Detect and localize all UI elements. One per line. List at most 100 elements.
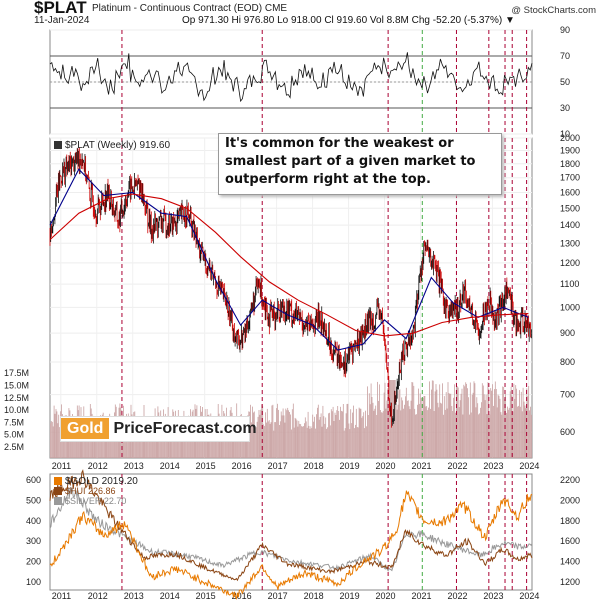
logo-domain: PriceForecast.com bbox=[113, 420, 257, 437]
rsi-tick-label: 10 bbox=[560, 129, 570, 139]
volume-bar bbox=[370, 383, 372, 458]
volume-bar bbox=[319, 417, 321, 458]
volume-tick-label: 10.0M bbox=[4, 405, 29, 415]
volume-bar bbox=[344, 428, 346, 458]
gold-left-tick-label: 100 bbox=[26, 577, 41, 587]
volume-bar bbox=[447, 382, 449, 458]
volume-bar bbox=[382, 411, 384, 458]
volume-bar bbox=[336, 410, 338, 458]
rsi-tick-label: 50 bbox=[560, 77, 570, 87]
gold-left-tick-label: 300 bbox=[26, 536, 41, 546]
volume-bar bbox=[287, 407, 289, 458]
volume-bar bbox=[56, 411, 58, 458]
volume-bar bbox=[496, 407, 498, 458]
volume-bar bbox=[321, 426, 323, 458]
volume-bar bbox=[54, 413, 56, 458]
gold-xtick-label: 2019 bbox=[340, 591, 360, 600]
volume-bar bbox=[449, 394, 451, 458]
volume-bar bbox=[498, 395, 500, 458]
volume-bar bbox=[526, 388, 528, 458]
volume-bar bbox=[401, 397, 403, 458]
price-xtick-label: 2019 bbox=[340, 461, 360, 471]
volume-bar bbox=[272, 404, 274, 458]
price-xtick-label: 2015 bbox=[196, 461, 216, 471]
volume-bar bbox=[299, 423, 301, 458]
price-tick-label: 600 bbox=[560, 427, 575, 437]
volume-bar bbox=[452, 411, 454, 458]
volume-bar bbox=[387, 388, 389, 458]
volume-bar bbox=[332, 406, 334, 458]
long-moving-average-line bbox=[49, 193, 529, 337]
price-legend-swatch bbox=[54, 141, 62, 149]
volume-bar bbox=[312, 414, 314, 458]
volume-bar bbox=[437, 402, 439, 458]
volume-bar bbox=[288, 410, 289, 458]
price-tick-label: 1700 bbox=[560, 173, 580, 183]
volume-bar bbox=[274, 422, 276, 458]
volume-bar bbox=[241, 427, 243, 458]
volume-bar bbox=[396, 409, 398, 458]
volume-bar bbox=[211, 428, 213, 458]
price-xtick-label: 2022 bbox=[447, 461, 467, 471]
volume-bar bbox=[470, 412, 472, 458]
price-xtick-label: 2013 bbox=[124, 461, 144, 471]
price-tick-label: 1800 bbox=[560, 159, 580, 169]
price-tick-label: 1000 bbox=[560, 302, 580, 312]
volume-bar bbox=[152, 427, 153, 458]
volume-bar bbox=[291, 409, 293, 458]
volume-bar bbox=[335, 415, 337, 458]
volume-bar bbox=[440, 402, 441, 458]
volume-bar bbox=[415, 414, 416, 458]
hui-legend-label: $HUI 226.86 bbox=[65, 486, 116, 496]
volume-bar bbox=[270, 422, 272, 458]
volume-bar bbox=[280, 411, 282, 458]
gold-right-tick-label: 1400 bbox=[560, 557, 580, 567]
volume-bar bbox=[413, 385, 415, 458]
volume-bar bbox=[373, 410, 375, 458]
volume-bar bbox=[411, 382, 413, 458]
volume-bar bbox=[290, 414, 291, 458]
volume-bar bbox=[328, 413, 329, 458]
volume-bar bbox=[435, 384, 437, 458]
volume-bar bbox=[254, 430, 256, 458]
volume-bar bbox=[445, 392, 447, 458]
volume-bar bbox=[397, 404, 399, 458]
volume-bar bbox=[380, 410, 381, 458]
logo-gold-word: Gold bbox=[61, 418, 110, 439]
volume-bar bbox=[443, 414, 444, 458]
volume-bar bbox=[368, 393, 370, 458]
volume-bar bbox=[293, 427, 295, 458]
volume-bar bbox=[139, 429, 140, 458]
volume-tick-label: 2.5M bbox=[4, 442, 24, 452]
volume-bar bbox=[329, 425, 331, 458]
volume-bar bbox=[455, 412, 456, 458]
volume-bar bbox=[317, 404, 319, 458]
volume-bar bbox=[353, 405, 354, 458]
volume-tick-label: 17.5M bbox=[4, 368, 29, 378]
volume-bar bbox=[327, 427, 328, 458]
hui-legend-swatch bbox=[54, 487, 62, 495]
volume-bar bbox=[520, 391, 522, 458]
volume-bar bbox=[372, 402, 374, 458]
volume-bar bbox=[300, 424, 302, 458]
volume-bar bbox=[263, 424, 264, 458]
volume-bar bbox=[244, 428, 246, 458]
volume-bar bbox=[267, 421, 269, 458]
volume-bar bbox=[257, 416, 259, 458]
volume-bar bbox=[495, 389, 497, 458]
price-xtick-label: 2014 bbox=[160, 461, 180, 471]
silver-legend-swatch bbox=[54, 497, 62, 505]
volume-bar bbox=[246, 429, 248, 458]
volume-bar bbox=[313, 421, 314, 458]
volume-bar bbox=[471, 394, 473, 458]
volume-bar bbox=[443, 396, 445, 458]
volume-bar bbox=[491, 390, 492, 458]
volume-bar bbox=[416, 414, 417, 458]
volume-bar bbox=[307, 411, 309, 458]
volume-bar bbox=[487, 382, 489, 458]
volume-bar bbox=[322, 405, 324, 458]
volume-bar bbox=[305, 421, 307, 458]
volume-bar bbox=[412, 382, 414, 458]
volume-bar bbox=[324, 423, 326, 458]
gold-xtick-label: 2012 bbox=[88, 591, 108, 600]
